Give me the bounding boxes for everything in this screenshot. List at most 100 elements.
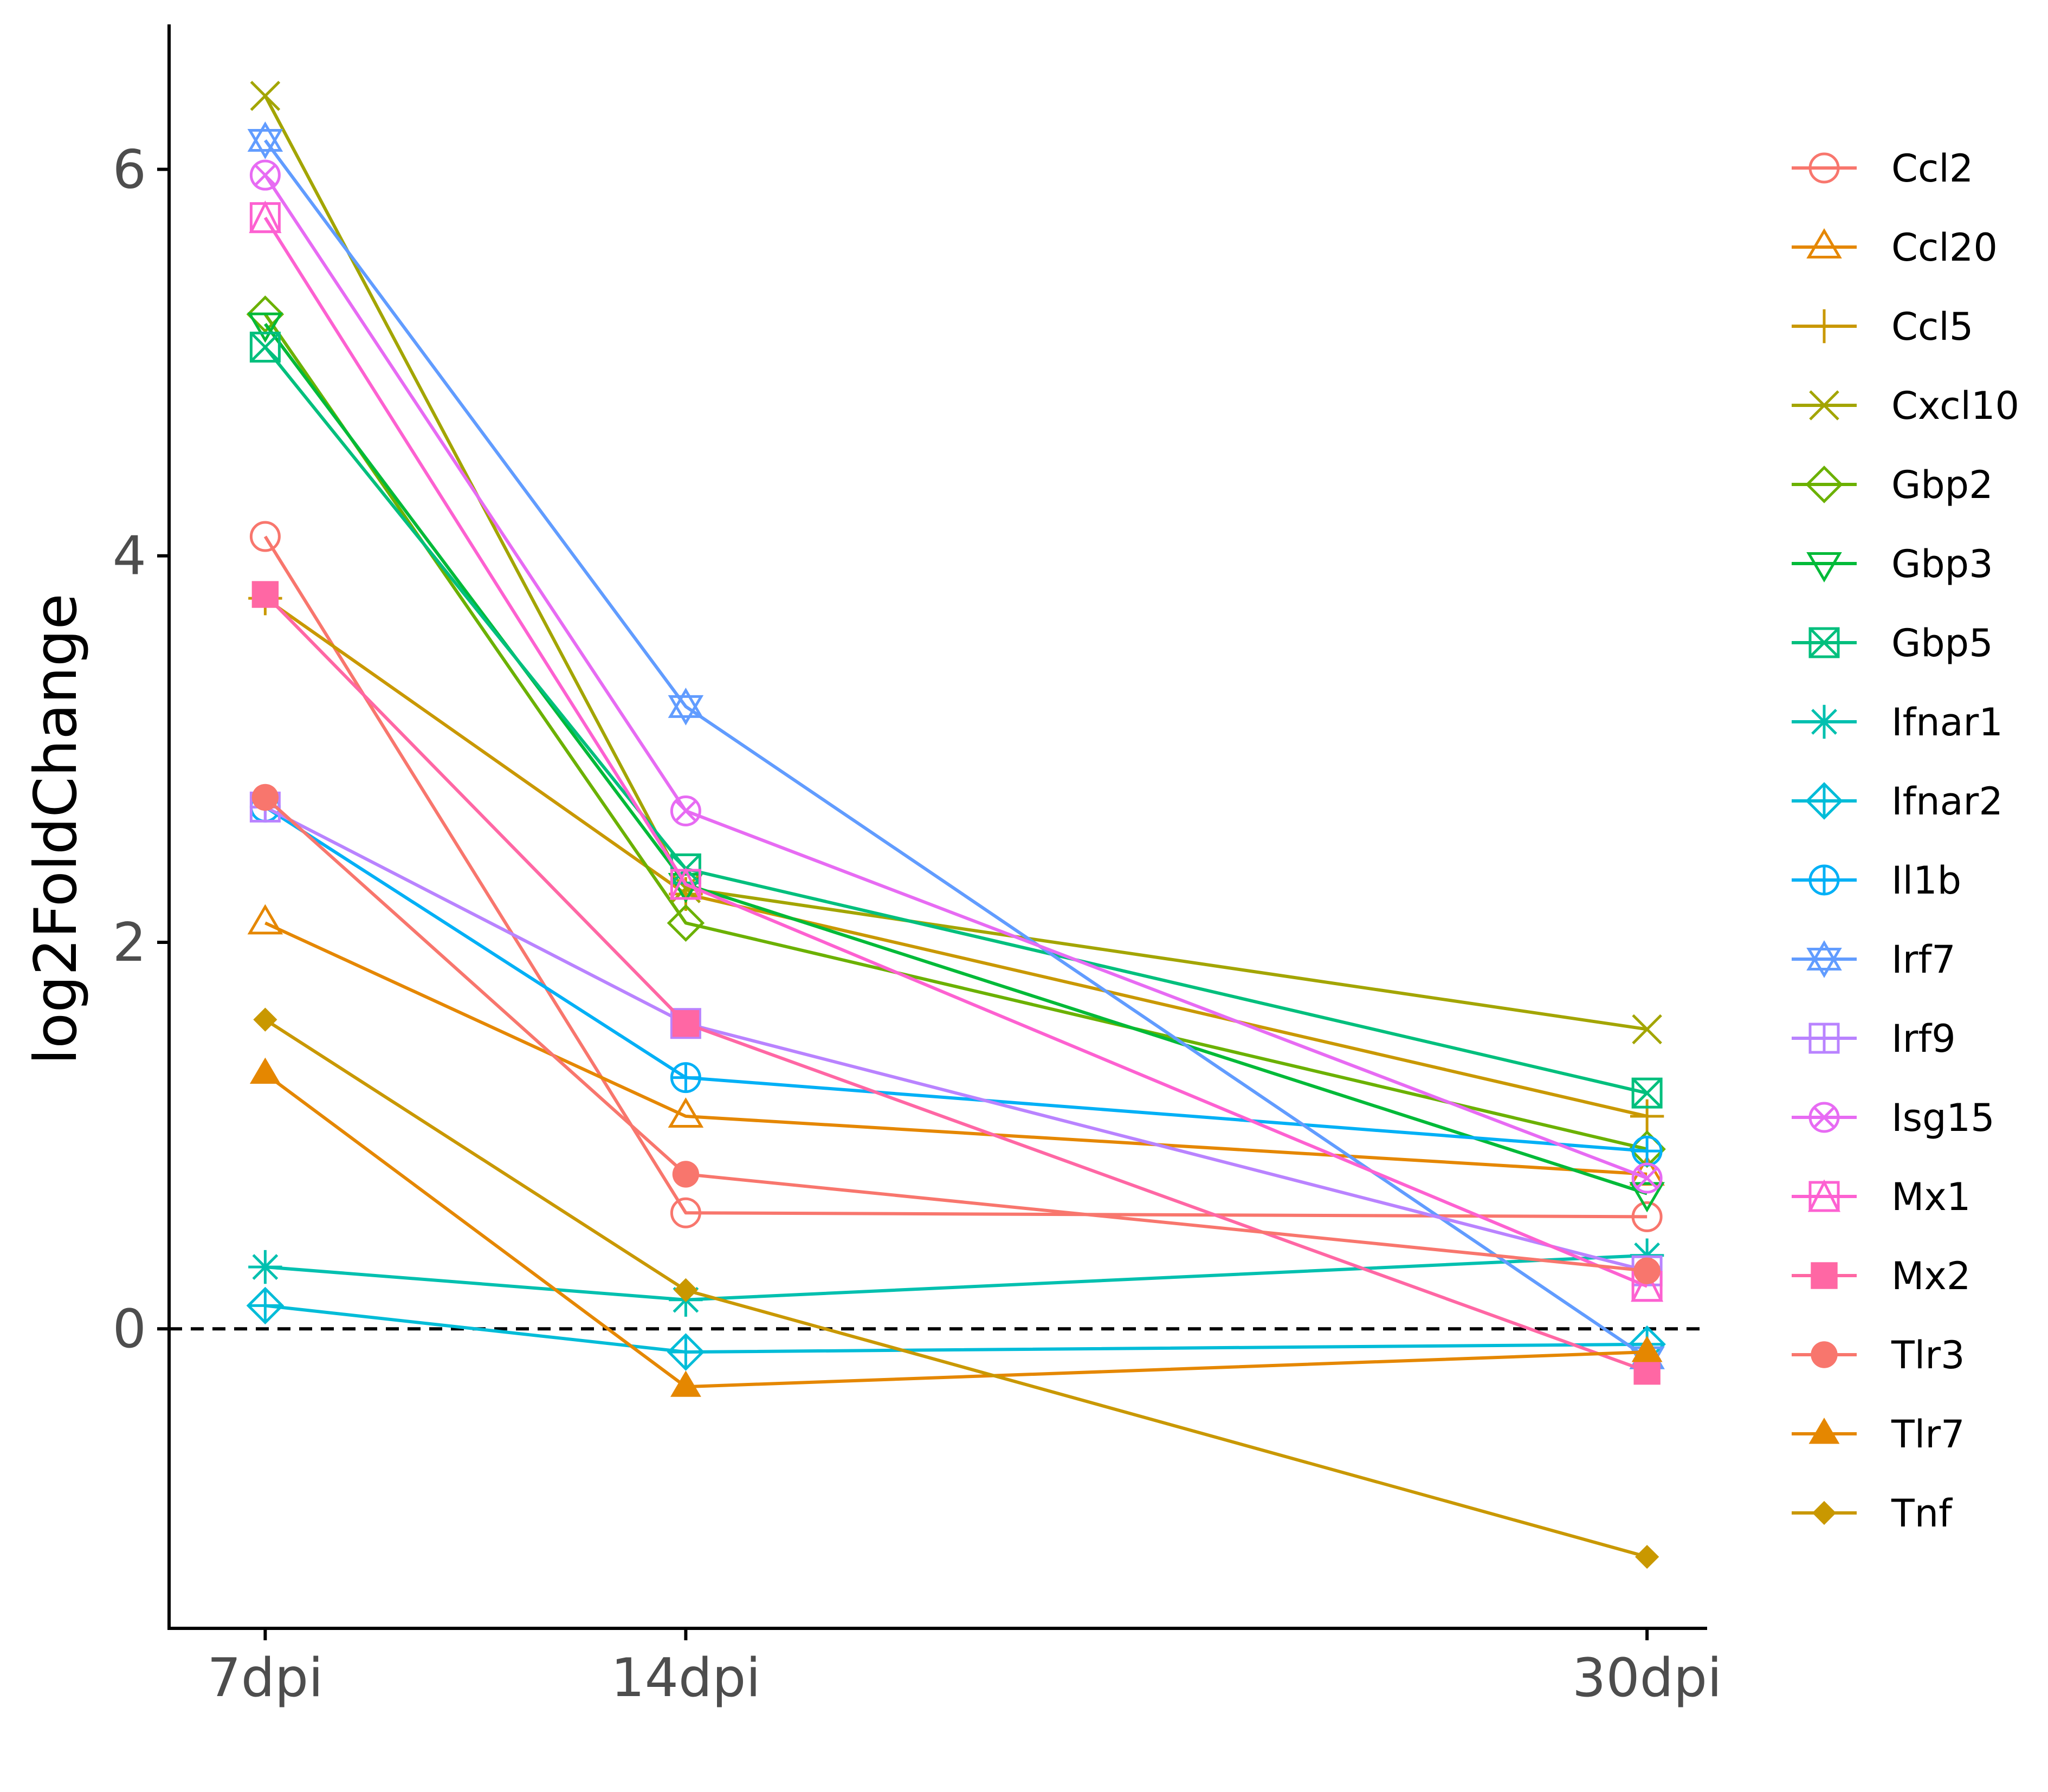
series-tlr7 — [249, 1057, 1663, 1397]
data-point — [250, 81, 281, 111]
legend-label: Il1b — [1891, 858, 1961, 903]
legend-key-marker — [1807, 1179, 1841, 1212]
legend-entry: Mx2 — [1792, 1254, 1971, 1298]
data-point — [1630, 1099, 1664, 1134]
data-point — [247, 904, 283, 935]
series-tlr3 — [251, 784, 1661, 1284]
legend-label: Tnf — [1891, 1491, 1953, 1536]
legend-entry: Irf7 — [1792, 937, 1956, 982]
legend-key-marker — [1808, 1023, 1840, 1054]
data-point — [670, 1062, 701, 1094]
series-isg15 — [249, 159, 1663, 1194]
series-line — [263, 535, 1648, 1219]
legend-entry: Ccl20 — [1792, 225, 1998, 270]
data-point — [246, 295, 285, 333]
data-point — [1631, 1336, 1663, 1362]
data-point — [670, 1197, 701, 1228]
series-line — [263, 174, 1648, 1180]
data-point — [251, 581, 279, 608]
legend-key-marker — [1808, 1102, 1840, 1133]
legend-entry: Gbp2 — [1792, 463, 1993, 507]
legend-entry: Cxcl10 — [1792, 384, 2019, 428]
legend-key-marker — [1811, 1262, 1838, 1289]
data-point — [668, 688, 704, 726]
data-point — [1631, 1162, 1663, 1194]
legend-entry: Tlr7 — [1792, 1412, 1965, 1457]
legend-label: Gbp5 — [1891, 621, 1993, 665]
series-gbp5 — [249, 332, 1663, 1109]
legend-key-marker — [1805, 465, 1843, 503]
legend-label: Gbp3 — [1891, 542, 1993, 586]
legend-key-marker — [1808, 864, 1840, 896]
y-axis-title: log2FoldChange — [22, 593, 90, 1065]
legend-entry: Gbp3 — [1792, 542, 1993, 586]
legend-entry: Ifnar1 — [1792, 700, 2003, 745]
data-point — [1631, 1201, 1663, 1232]
data-point — [1631, 1135, 1663, 1167]
series-line — [263, 313, 1648, 1151]
legend-label: Ccl2 — [1891, 146, 1973, 191]
legend-label: Ccl5 — [1891, 305, 1973, 349]
data-point — [249, 200, 282, 234]
legend-entry: Tlr3 — [1792, 1333, 1965, 1377]
data-point — [674, 1278, 698, 1303]
series-line — [263, 217, 1648, 1288]
data-point — [668, 1097, 704, 1128]
data-point — [249, 1057, 281, 1084]
legend-label: Ifnar1 — [1891, 700, 2003, 745]
legend-entry: Ccl2 — [1792, 146, 1973, 191]
data-point — [1629, 1182, 1665, 1213]
series-mx1 — [249, 200, 1664, 1302]
data-point — [672, 1161, 700, 1188]
data-point — [669, 867, 702, 900]
legend-entry: Irf9 — [1792, 1017, 1956, 1061]
legend-label: Gbp2 — [1891, 463, 1993, 507]
data-point — [1631, 1077, 1663, 1109]
legend: Ccl2 Ccl20 Ccl5 Cxcl10 Gbp2 Gbp3 Gbp5 Ifnar1 Ifn… — [1792, 146, 2019, 1536]
legend-entry: Ccl5 — [1792, 305, 1973, 349]
legend-key-marker — [1807, 309, 1842, 344]
legend-key-marker — [1811, 1341, 1838, 1368]
data-point — [249, 521, 281, 552]
legend-key-marker — [1806, 940, 1842, 978]
legend-entry: Mx1 — [1792, 1175, 1971, 1219]
series-line — [264, 921, 1648, 1176]
legend-entry: Il1b — [1792, 858, 1961, 903]
legend-key-marker — [1806, 228, 1842, 259]
x-ticks: 7dpi 14dpi 30dpi — [207, 1628, 1722, 1709]
legend-key-marker — [1809, 390, 1839, 420]
legend-label: Tlr3 — [1891, 1333, 1965, 1377]
series-tnf — [253, 1007, 1659, 1569]
y-tick-label: 0 — [113, 1298, 146, 1360]
data-point — [667, 904, 705, 942]
legend-key-marker — [1808, 627, 1840, 658]
series-line — [263, 139, 1648, 1360]
legend-key-marker — [1808, 152, 1840, 184]
data-point — [246, 1286, 285, 1325]
x-axis: 7dpi 14dpi 30dpi — [167, 1627, 1722, 1709]
series-irf7 — [247, 121, 1665, 1377]
series-line — [264, 597, 1648, 1118]
data-point — [249, 159, 281, 191]
legend-label: Mx2 — [1891, 1254, 1971, 1298]
data-point — [667, 1333, 705, 1371]
legend-key-marker — [1806, 552, 1842, 583]
legend-key-marker — [1807, 704, 1842, 739]
plot-area — [169, 81, 1707, 1569]
legend-entry: Ifnar2 — [1792, 779, 2003, 824]
data-point — [249, 332, 281, 363]
legend-label: Tlr7 — [1891, 1412, 1965, 1457]
data-point — [251, 784, 279, 811]
legend-key-marker — [1808, 1418, 1840, 1444]
data-point — [1633, 1357, 1661, 1385]
legend-key-marker — [1812, 1500, 1837, 1525]
series-ccl2 — [249, 521, 1663, 1232]
series-gbp2 — [246, 295, 1666, 1168]
x-tick-label: 30dpi — [1572, 1647, 1722, 1709]
legend-label: Cxcl10 — [1891, 384, 2019, 428]
series-line — [265, 1253, 1648, 1302]
legend-entry: Gbp5 — [1792, 621, 1993, 665]
legend-label: Mx1 — [1891, 1175, 1971, 1219]
data-point — [1635, 1544, 1659, 1569]
